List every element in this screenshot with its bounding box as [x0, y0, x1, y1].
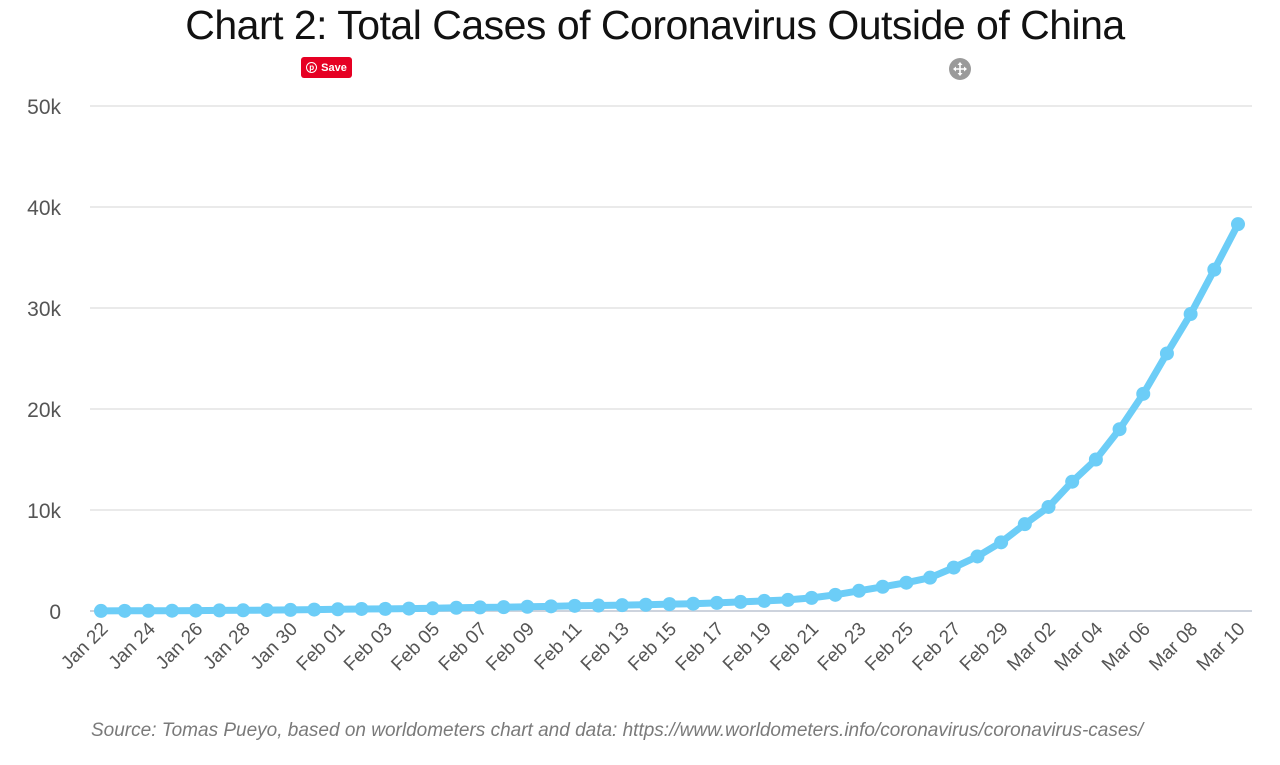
save-button-label: Save [321, 61, 347, 74]
data-point[interactable] [615, 598, 630, 613]
data-point[interactable] [259, 603, 274, 618]
data-point[interactable] [473, 600, 487, 615]
data-point[interactable] [994, 535, 1009, 550]
data-point[interactable] [165, 603, 180, 618]
data-point[interactable] [307, 602, 322, 617]
data-point[interactable] [1017, 517, 1032, 532]
data-point[interactable] [591, 598, 606, 613]
data-point[interactable] [94, 603, 108, 618]
y-tick-label: 50k [27, 96, 61, 119]
x-tick-label: Mar 04 [1051, 618, 1108, 675]
y-tick-label: 0 [49, 601, 61, 624]
data-point[interactable] [875, 579, 890, 594]
data-point[interactable] [638, 597, 653, 612]
data-point[interactable] [733, 594, 748, 609]
y-tick-label: 10k [27, 500, 61, 523]
data-point[interactable] [852, 583, 866, 598]
x-tick-label: Jan 24 [105, 618, 160, 673]
data-point[interactable] [1088, 452, 1103, 467]
x-tick-label: Jan 28 [199, 619, 254, 674]
series-cases [94, 217, 1245, 618]
data-point[interactable] [1065, 474, 1080, 489]
data-point[interactable] [378, 601, 393, 616]
y-tick-label: 20k [27, 399, 61, 422]
x-tick-label: Feb 27 [909, 619, 966, 676]
data-point[interactable] [946, 560, 961, 575]
data-point[interactable] [141, 603, 156, 618]
data-point[interactable] [686, 596, 701, 611]
x-tick-label: Jan 30 [247, 619, 302, 674]
x-tick-label: Jan 22 [57, 619, 112, 674]
data-point[interactable] [188, 603, 203, 618]
data-point[interactable] [117, 603, 132, 618]
data-point[interactable] [330, 602, 345, 617]
x-tick-label: Feb 05 [387, 619, 444, 676]
x-tick-label: Feb 13 [577, 619, 634, 676]
pinterest-icon: p [306, 62, 318, 73]
fullscreen-icon[interactable] [948, 57, 972, 81]
x-tick-label: Feb 21 [766, 619, 823, 676]
x-tick-label: Feb 09 [482, 619, 539, 676]
data-point[interactable] [970, 549, 985, 564]
data-point[interactable] [212, 603, 227, 618]
source-note: Source: Tomas Pueyo, based on worldomete… [91, 720, 1144, 741]
x-tick-label: Feb 19 [719, 619, 776, 676]
data-point[interactable] [709, 595, 724, 610]
data-point[interactable] [1231, 217, 1245, 232]
data-point[interactable] [828, 587, 843, 602]
data-point[interactable] [567, 598, 582, 613]
data-point[interactable] [1207, 262, 1222, 277]
data-point[interactable] [757, 593, 772, 608]
series-line [97, 220, 1242, 615]
x-tick-label: Jan 26 [152, 619, 207, 674]
x-tick-label: Feb 03 [340, 619, 397, 676]
x-tick-label: Feb 15 [624, 619, 681, 676]
x-tick-label: Feb 29 [956, 619, 1013, 676]
data-point[interactable] [780, 592, 795, 607]
data-point[interactable] [804, 590, 819, 605]
x-tick-label: Feb 23 [814, 619, 871, 676]
data-point[interactable] [401, 601, 416, 616]
data-point[interactable] [1136, 386, 1151, 401]
y-axis-labels: 0 10k 20k 30k 40k 50k [27, 96, 61, 624]
data-point[interactable] [236, 603, 251, 618]
y-tick-label: 40k [27, 197, 61, 220]
x-tick-label: Mar 06 [1098, 619, 1155, 676]
x-tick-label: Feb 17 [672, 619, 729, 676]
data-point[interactable] [899, 575, 914, 590]
data-point[interactable] [1183, 307, 1198, 322]
y-tick-label: 30k [27, 298, 61, 321]
data-point[interactable] [1112, 422, 1127, 437]
data-point[interactable] [1041, 499, 1056, 514]
x-tick-label: Mar 08 [1145, 619, 1202, 676]
data-point[interactable] [449, 600, 464, 615]
data-point[interactable] [496, 600, 511, 615]
x-tick-label: Mar 02 [1003, 619, 1060, 676]
data-point[interactable] [923, 570, 938, 585]
x-tick-label: Feb 25 [861, 619, 918, 676]
x-tick-label: Feb 01 [293, 619, 350, 676]
x-tick-label: Feb 07 [435, 619, 492, 676]
x-tick-label: Feb 11 [531, 619, 587, 675]
data-point[interactable] [544, 599, 559, 614]
grid-lines [90, 105, 1252, 612]
data-point[interactable] [520, 599, 535, 614]
save-button[interactable]: p Save [301, 57, 352, 78]
x-tick-label: Mar 10 [1193, 619, 1250, 676]
data-point[interactable] [1159, 346, 1174, 361]
chart-title: Chart 2: Total Cases of Coronavirus Outs… [185, 2, 1125, 48]
data-point[interactable] [425, 601, 440, 616]
data-point[interactable] [662, 597, 677, 612]
data-point[interactable] [283, 602, 298, 617]
data-point[interactable] [354, 601, 369, 616]
